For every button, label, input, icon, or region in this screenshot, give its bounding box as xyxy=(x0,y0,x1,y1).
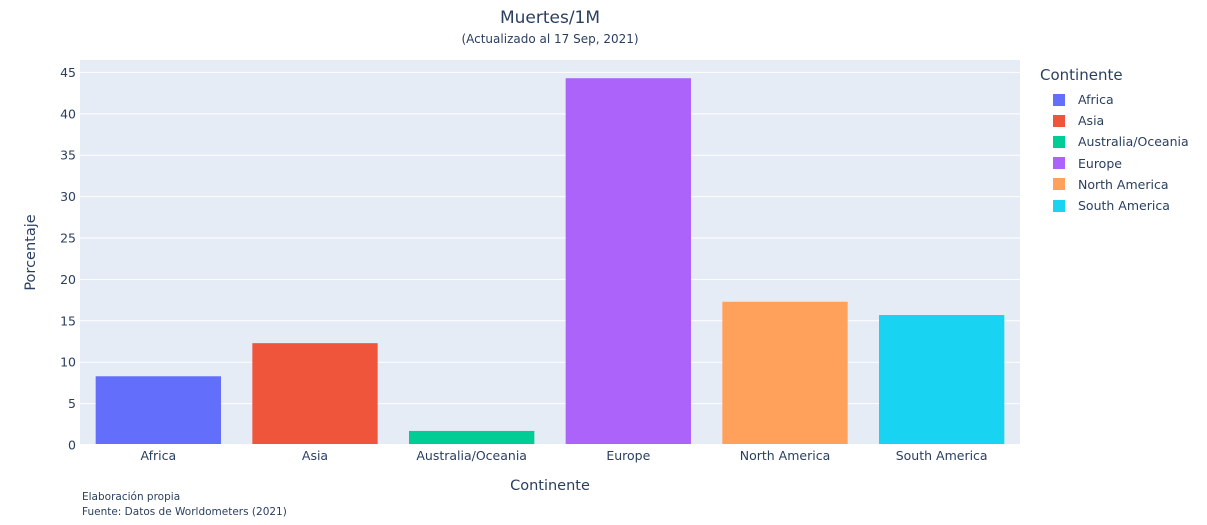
x-tick-label: Europe xyxy=(606,448,650,463)
x-tick-label: Australia/Oceania xyxy=(416,448,527,463)
legend-item[interactable]: South America xyxy=(1040,195,1189,216)
legend-label: Africa xyxy=(1078,92,1114,108)
bar-south-america xyxy=(879,315,1005,445)
bar-australia-oceania xyxy=(409,430,535,445)
y-tick-label: 45 xyxy=(60,65,76,80)
y-tick-label: 30 xyxy=(60,189,76,204)
legend-label: Australia/Oceania xyxy=(1078,134,1189,150)
legend-label: Europe xyxy=(1078,155,1122,171)
legend-item[interactable]: Africa xyxy=(1040,89,1189,110)
y-tick-label: 15 xyxy=(60,313,76,328)
bar-north-america xyxy=(722,301,848,445)
x-tick-label: North America xyxy=(740,448,831,463)
footer-line-source: Fuente: Datos de Worldometers (2021) xyxy=(82,506,287,518)
chart-subtitle: (Actualizado al 17 Sep, 2021) xyxy=(461,32,639,46)
legend-item[interactable]: Asia xyxy=(1040,110,1189,131)
y-axis-title: Porcentaje xyxy=(23,214,39,290)
bar-asia xyxy=(252,343,378,445)
y-tick-label: 20 xyxy=(60,272,76,287)
legend-item[interactable]: Australia/Oceania xyxy=(1040,131,1189,152)
legend-swatch xyxy=(1053,93,1065,106)
x-tick-label: Africa xyxy=(141,448,177,463)
plot-area xyxy=(80,60,1020,445)
legend-item[interactable]: North America xyxy=(1040,174,1189,195)
y-tick-label: 25 xyxy=(60,231,76,246)
legend-item[interactable]: Europe xyxy=(1040,153,1189,174)
legend-swatch xyxy=(1053,114,1065,127)
legend-swatch xyxy=(1053,157,1065,170)
legend-swatch xyxy=(1053,178,1065,191)
y-tick-label: 35 xyxy=(60,148,76,163)
y-tick-label: 0 xyxy=(68,438,76,453)
y-tick-label: 10 xyxy=(60,355,76,370)
footer-note: Elaboración propia Fuente: Datos de Worl… xyxy=(82,490,287,520)
legend-swatch xyxy=(1053,135,1065,148)
legend-title: Continente xyxy=(1040,66,1123,84)
footer-line-credit: Elaboración propia xyxy=(82,491,181,503)
y-tick-label: 40 xyxy=(60,106,76,121)
legend-label: North America xyxy=(1078,176,1169,192)
x-axis-title: Continente xyxy=(510,478,590,494)
y-tick-label: 5 xyxy=(68,396,76,411)
legend: Continente Africa Asia Australia/Oceania Eu… xyxy=(1040,66,1189,216)
legend-label: South America xyxy=(1078,198,1170,214)
legend-swatch xyxy=(1053,199,1065,212)
bar-africa xyxy=(95,376,221,445)
x-tick-label: South America xyxy=(896,448,988,463)
x-tick-label: Asia xyxy=(302,448,328,463)
chart-title: Muertes/1M xyxy=(499,8,601,28)
legend-label: Asia xyxy=(1078,113,1105,129)
legend-items: Africa Asia Australia/Oceania Europe North A… xyxy=(1040,89,1189,216)
bar-europe xyxy=(565,78,691,445)
